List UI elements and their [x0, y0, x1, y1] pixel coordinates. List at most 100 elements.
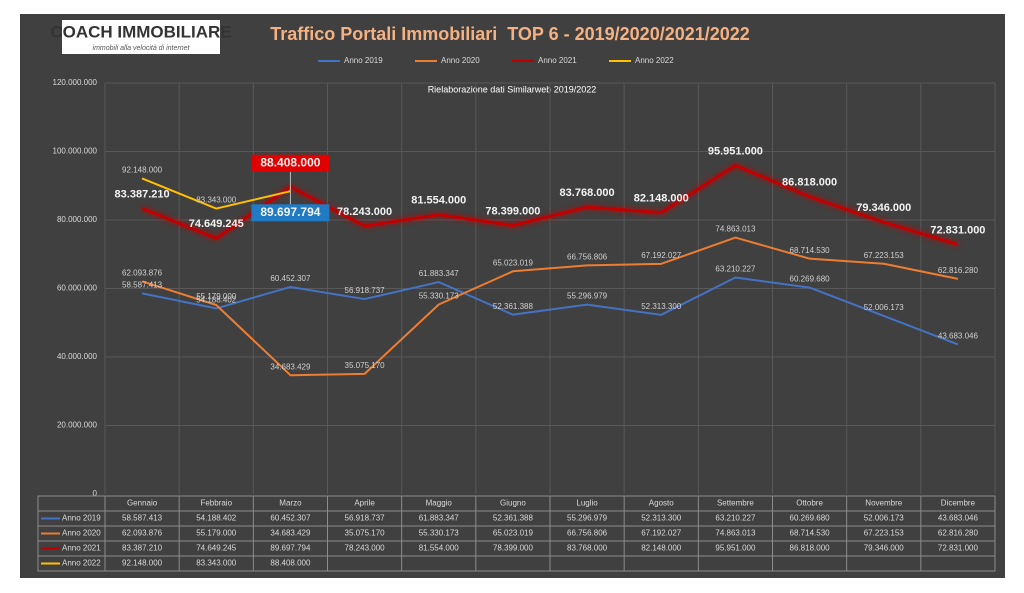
- data-label: 62.093.876: [122, 268, 163, 277]
- data-label: 58.587.413: [122, 280, 163, 289]
- data-label: 54.188.402: [196, 296, 237, 305]
- data-label: 83.343.000: [196, 196, 237, 205]
- y-tick-label: 60.000.000: [57, 284, 98, 293]
- y-tick-label: 120.000.000: [53, 78, 98, 87]
- data-label: 86.818.000: [782, 177, 837, 189]
- data-label: 68.714.530: [790, 246, 831, 255]
- chart-background: [20, 14, 1005, 578]
- table-cell: 82.148.000: [641, 544, 682, 553]
- data-label: 79.346.000: [856, 202, 911, 214]
- table-cell: 55.296.979: [567, 514, 608, 523]
- table-cell: 78.399.000: [493, 544, 534, 553]
- table-cell: 56.918.737: [345, 514, 386, 523]
- table-row-label: Anno 2022: [62, 559, 101, 568]
- table-cell: 74.649.245: [196, 544, 237, 553]
- table-cell: 83.343.000: [196, 559, 237, 568]
- data-label: 60.269.680: [790, 275, 831, 284]
- x-tick-label: Febbraio: [200, 499, 232, 508]
- y-tick-label: 0: [93, 489, 98, 498]
- data-label: 92.148.000: [122, 166, 163, 175]
- legend-label: Anno 2022: [635, 56, 674, 65]
- table-frame: [37, 495, 996, 572]
- data-label: 89.697.794: [260, 205, 320, 219]
- x-tick-label: Aprile: [354, 499, 375, 508]
- table-cell: 95.951.000: [715, 544, 756, 553]
- data-label: 67.223.153: [864, 251, 905, 260]
- table-cell: 66.756.806: [567, 529, 608, 538]
- y-tick-label: 80.000.000: [57, 215, 98, 224]
- data-label: 78.243.000: [337, 206, 392, 218]
- table-cell: 89.697.794: [270, 544, 311, 553]
- table-cell: 83.387.210: [122, 544, 163, 553]
- table-cell: 55.179.000: [196, 529, 237, 538]
- legend-label: Anno 2019: [344, 56, 383, 65]
- table-cell: 78.243.000: [345, 544, 386, 553]
- table-cell: 35.075.170: [345, 529, 386, 538]
- label-box: [251, 154, 330, 172]
- data-label: 55.330.173: [419, 292, 460, 301]
- x-tick-label: Ottobre: [796, 499, 823, 508]
- data-label: 52.006.173: [864, 303, 905, 312]
- chart-title: Traffico Portali Immobiliari TOP 6 - 201…: [270, 24, 750, 44]
- table-cell: 43.683.046: [938, 514, 979, 523]
- data-label: 83.768.000: [560, 187, 615, 199]
- table-cell: 34.683.429: [270, 529, 311, 538]
- label-box: [251, 204, 330, 222]
- table-cell: 52.361.388: [493, 514, 534, 523]
- data-label: 88.408.000: [260, 155, 320, 169]
- series-line: [141, 276, 959, 346]
- x-tick-label: Agosto: [649, 499, 674, 508]
- table-cell: 52.006.173: [864, 514, 905, 523]
- x-tick-label: Giugno: [500, 499, 526, 508]
- table-cell: 88.408.000: [270, 559, 311, 568]
- data-label: 82.148.000: [634, 193, 689, 205]
- series-line: [141, 236, 959, 377]
- x-tick-label: Luglio: [576, 499, 598, 508]
- data-label: 62.816.280: [938, 266, 979, 275]
- data-label: 60.452.307: [270, 274, 311, 283]
- table-cell: 81.554.000: [419, 544, 460, 553]
- table-cell: 54.188.402: [196, 514, 237, 523]
- table-cell: 83.768.000: [567, 544, 608, 553]
- table-cell: 86.818.000: [790, 544, 831, 553]
- data-label: 74.863.013: [715, 225, 756, 234]
- data-label: 66.756.806: [567, 252, 608, 261]
- table-cell: 62.816.280: [938, 529, 979, 538]
- series-line: [141, 177, 291, 210]
- data-label: 65.023.019: [493, 258, 534, 267]
- table-cell: 67.192.027: [641, 529, 682, 538]
- data-label: 81.554.000: [411, 195, 466, 207]
- data-label: 55.179.000: [196, 292, 237, 301]
- data-label: 52.361.388: [493, 302, 534, 311]
- table-cell: 79.346.000: [864, 544, 905, 553]
- data-label: 95.951.000: [708, 145, 763, 157]
- data-label: 83.387.210: [115, 188, 170, 200]
- data-label: 34.683.429: [270, 362, 311, 371]
- logo-title: COACH IMMOBILIARE: [50, 22, 231, 41]
- logo-tagline: immobili alla velocità di internet: [93, 45, 191, 52]
- data-label: 78.399.000: [485, 205, 540, 217]
- data-label: 56.918.737: [345, 286, 386, 295]
- data-label: 43.683.046: [938, 331, 979, 340]
- table-row-label: Anno 2020: [62, 529, 101, 538]
- logo-box: [62, 20, 220, 54]
- data-label: 63.210.227: [715, 265, 756, 274]
- y-tick-label: 100.000.000: [53, 147, 98, 156]
- data-label: 35.075.170: [345, 361, 386, 370]
- data-label: 67.192.027: [641, 251, 682, 260]
- y-tick-label: 40.000.000: [57, 352, 98, 361]
- table-cell: 68.714.530: [790, 529, 831, 538]
- x-tick-label: Dicembre: [941, 499, 976, 508]
- table-cell: 67.223.153: [864, 529, 905, 538]
- table-row-label: Anno 2019: [62, 514, 101, 523]
- table-cell: 74.863.013: [715, 529, 756, 538]
- table-cell: 61.883.347: [419, 514, 460, 523]
- table-cell: 62.093.876: [122, 529, 163, 538]
- legend-label: Anno 2020: [441, 56, 480, 65]
- table-cell: 72.831.000: [938, 544, 979, 553]
- data-label: 61.883.347: [419, 269, 460, 278]
- chart-subtitle: Rielaborazione dati Similarweb 2019/2022: [428, 84, 597, 94]
- x-tick-label: Marzo: [279, 499, 302, 508]
- x-tick-label: Gennaio: [127, 499, 158, 508]
